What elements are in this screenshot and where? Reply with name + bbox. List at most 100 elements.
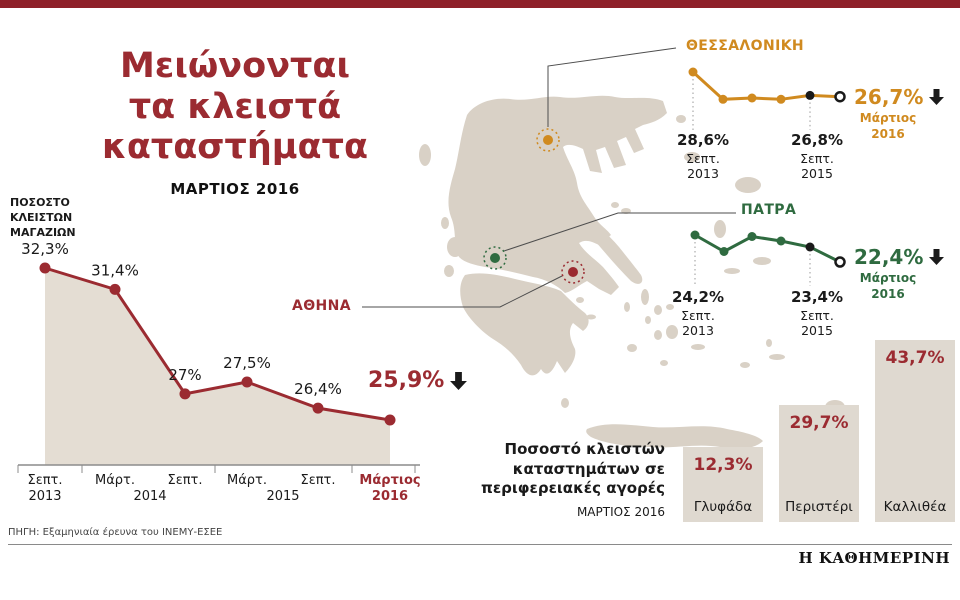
axis-year-label: 2013 <box>28 489 61 504</box>
data-point <box>312 402 324 414</box>
patra-annotation-2015: 23,4% Σεπτ. 2015 <box>775 288 859 338</box>
patra-series-line <box>694 233 841 264</box>
annotation-value: 26,8% <box>790 131 844 149</box>
thessaloniki-annotation-2013: 28,6% Σεπτ. 2013 <box>661 131 745 181</box>
data-point <box>776 94 786 104</box>
period-line: 2016 <box>871 126 905 141</box>
down-arrow-icon <box>450 371 468 390</box>
bar-Καλλιθέα: 43,7% Καλλιθέα <box>875 340 955 522</box>
axis-year-label: 2016 <box>372 489 408 504</box>
axis-title-line: ΜΑΓΑΖΙΩΝ <box>10 225 76 239</box>
data-point <box>109 283 121 295</box>
regional-bar-chart-title: Ποσοστό κλειστών καταστημάτων σε περιφερ… <box>460 440 665 519</box>
axis-month-label: Μάρτ. <box>227 473 267 488</box>
down-arrow-icon <box>929 249 945 265</box>
bar-title-line: καταστημάτων σε <box>512 459 665 478</box>
patra-connector <box>503 212 736 252</box>
annotation-period: Σεπτ. <box>800 151 834 166</box>
latest-point <box>834 90 846 103</box>
data-point <box>747 93 757 103</box>
annotation-year: 2015 <box>801 323 833 338</box>
data-point <box>241 376 253 388</box>
axis-month-label: Σεπτ. <box>27 473 62 488</box>
bar-value-label: 29,7% <box>789 413 849 433</box>
θεσσαλονικη-marker-dot <box>543 135 553 145</box>
bar-category-label: Καλλιθέα <box>883 499 947 515</box>
athens-map-label: ΑΘΗΝΑ <box>292 298 352 314</box>
data-point <box>688 67 698 77</box>
annotation-value: 28,6% <box>676 131 730 149</box>
thessaloniki-annotation-2015: 26,8% Σεπτ. 2015 <box>775 131 859 181</box>
data-point <box>690 230 700 240</box>
point-label: 32,3% <box>21 240 69 258</box>
athens-latest-value: 25,9% <box>368 368 468 393</box>
previous-point <box>805 242 815 252</box>
axis-month-label: Μάρτ. <box>95 473 135 488</box>
πατρα-marker-dot <box>490 253 500 263</box>
headline-subtitle: ΜΑΡΤΙΟΣ 2016 <box>170 179 300 198</box>
headline-line-1: Μειώνονται <box>119 46 351 86</box>
headline-line-2: τα κλειστά <box>128 86 342 127</box>
data-point <box>39 262 51 274</box>
thessaloniki-latest-label: 26,7% <box>854 85 924 109</box>
αθηνα-marker-dot <box>568 267 578 277</box>
annotation-year: 2013 <box>687 166 719 181</box>
bar-Γλυφάδα: 12,3% Γλυφάδα <box>683 447 763 522</box>
axis-month-label: Σεπτ. <box>167 473 202 488</box>
top-accent-strip <box>0 0 960 8</box>
axis-title-line: ΠΟΣΟΣΤΟ <box>10 196 70 209</box>
data-point <box>384 414 396 426</box>
patra-latest-value: 22,4% <box>854 245 945 269</box>
patra-latest-period: Μάρτιος 2016 <box>848 271 928 302</box>
map-markers <box>483 128 585 284</box>
annotation-period: Σεπτ. <box>800 308 834 323</box>
axis-title-line: ΚΛΕΙΣΤΩΝ <box>10 210 73 224</box>
annotation-year: 2013 <box>682 323 714 338</box>
patra-map-label: ΠΑΤΡΑ <box>741 202 797 218</box>
headline-line-3: καταστήματα <box>102 127 368 168</box>
thessaloniki-line-chart <box>688 67 846 130</box>
period-line: Μάρτιος <box>859 111 917 125</box>
patra-annotation-2013: 24,2% Σεπτ. 2013 <box>656 288 740 338</box>
athens-series-line <box>44 266 391 422</box>
bar-category-label: Περιστέρι <box>785 499 853 515</box>
point-label: 31,4% <box>91 261 139 279</box>
bar-value-label: 43,7% <box>885 348 945 368</box>
point-label: 27% <box>168 366 201 384</box>
annotation-period: Σεπτ. <box>686 151 720 166</box>
thessaloniki-connector <box>547 47 677 127</box>
thessaloniki-map-label: ΘΕΣΣΑΛΟΝΙΚΗ <box>686 38 805 54</box>
data-point <box>776 236 786 246</box>
source-note: ΠΗΓΗ: Εξαμηνιαία έρευνα του ΙΝΕΜΥ-ΕΣΕΕ <box>8 527 223 538</box>
athens-connector <box>362 275 563 308</box>
data-point <box>718 94 728 104</box>
θεσσαλονικη-marker-ring <box>536 128 560 152</box>
axis-month-label: Σεπτ. <box>300 473 335 488</box>
latest-point <box>834 256 846 268</box>
thessaloniki-series-line <box>691 70 841 101</box>
axis-year-label: 2014 <box>133 489 166 504</box>
data-point <box>179 388 191 400</box>
annotation-value: 24,2% <box>671 288 725 306</box>
period-line: 2016 <box>871 286 905 301</box>
thessaloniki-latest-value: 26,7% <box>854 85 945 109</box>
πατρα-marker-ring <box>483 246 507 270</box>
map-connector-lines <box>362 47 736 308</box>
bar-title-line: Ποσοστό κλειστών <box>504 440 665 458</box>
axis-year-label: 2015 <box>266 489 299 504</box>
bar-category-label: Γλυφάδα <box>693 499 753 515</box>
annotation-value: 23,4% <box>790 288 844 306</box>
patra-line-chart <box>690 230 846 286</box>
headline-block: Μειώνονται τα κλειστά καταστήματα ΜΑΡΤΙΟ… <box>100 46 370 198</box>
greece-landmass <box>419 95 845 449</box>
bar-value-label: 12,3% <box>693 455 753 475</box>
patra-latest-label: 22,4% <box>854 245 924 269</box>
thessaloniki-latest-period: Μάρτιος 2016 <box>848 111 928 142</box>
bar-Περιστέρι: 29,7% Περιστέρι <box>779 405 859 522</box>
αθηνα-marker-ring <box>561 260 585 284</box>
annotation-period: Σεπτ. <box>681 308 715 323</box>
newspaper-brand: Η ΚΑΘΗΜΕΡΙΝΗ <box>798 549 950 567</box>
annotation-year: 2015 <box>801 166 833 181</box>
